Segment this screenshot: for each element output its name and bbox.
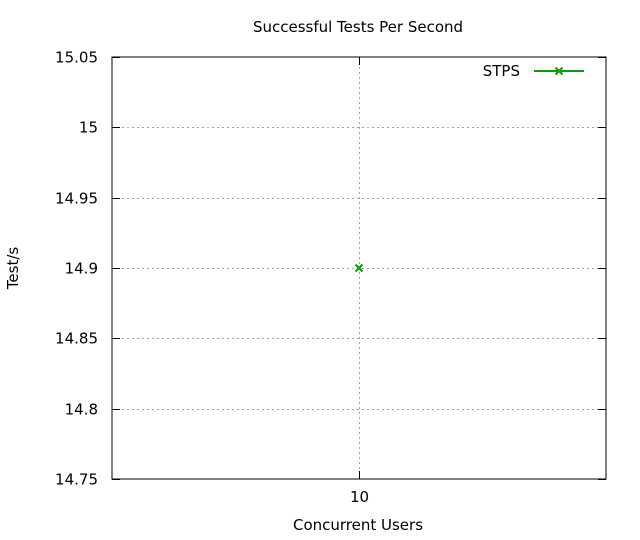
y-tick-label: 14.85	[55, 330, 98, 348]
legend-marker	[554, 66, 564, 76]
y-tick-label: 15	[79, 119, 98, 137]
y-tick-label: 14.8	[65, 401, 98, 419]
legend: STPS	[483, 62, 584, 80]
y-tick-label: 14.75	[55, 471, 98, 489]
y-tick-label: 15.05	[55, 49, 98, 67]
chart-title: Successful Tests Per Second	[253, 18, 463, 36]
x-axis-label: Concurrent Users	[293, 516, 423, 534]
grid-lines	[112, 57, 606, 479]
data-point-marker	[354, 263, 364, 273]
y-axis-label: Test/s	[4, 247, 22, 291]
legend-label: STPS	[483, 62, 520, 80]
plot-frame	[111, 56, 607, 480]
y-tick-label: 14.9	[65, 260, 98, 278]
y-tick-label: 14.95	[55, 190, 98, 208]
x-tick-label: 10	[350, 488, 369, 506]
series-layer	[354, 263, 364, 273]
